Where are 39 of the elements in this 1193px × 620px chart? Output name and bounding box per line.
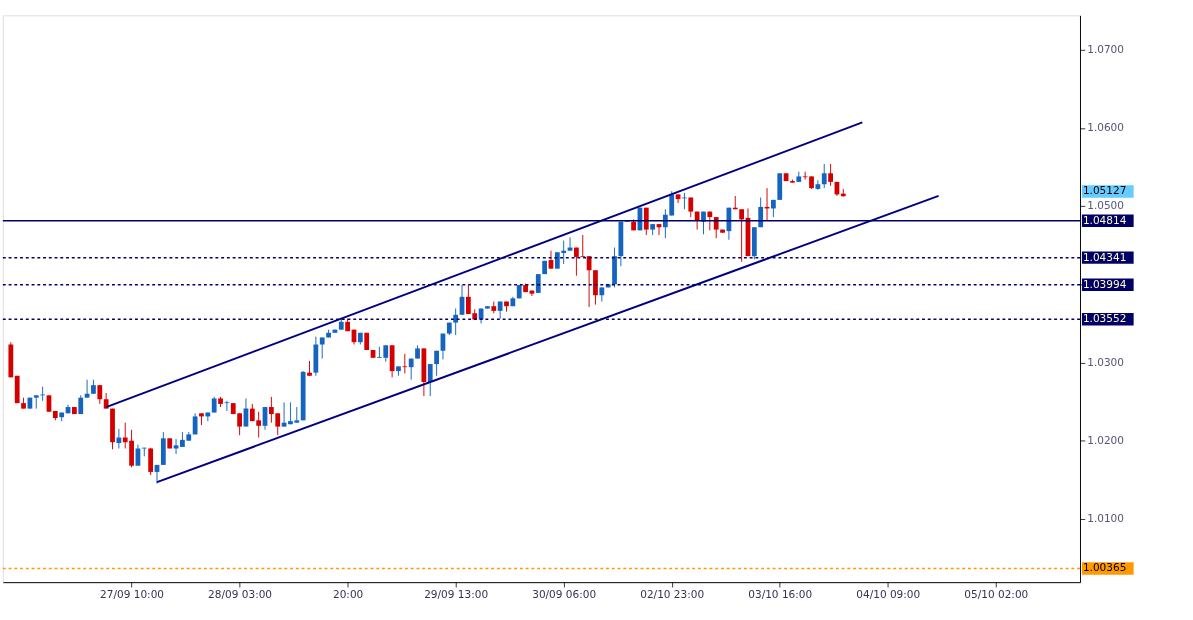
x-tick-label: 02/10 23:00 bbox=[640, 587, 705, 600]
y-tick-label: 1.0200 bbox=[1087, 434, 1124, 447]
candlestick bbox=[224, 400, 230, 412]
y-tick-label: 1.0300 bbox=[1087, 355, 1124, 368]
ref-line-label: 1.00365 bbox=[1082, 561, 1127, 574]
candlestick bbox=[427, 363, 433, 397]
candlestick bbox=[643, 207, 649, 236]
y-tick-label: 1.0700 bbox=[1087, 43, 1124, 56]
candlestick bbox=[97, 384, 103, 405]
candlestick bbox=[739, 208, 745, 263]
ref-line-label: 1.04341 bbox=[1082, 250, 1127, 263]
x-tick-label: 04/10 09:00 bbox=[856, 587, 921, 600]
candlestick bbox=[497, 301, 503, 320]
x-tick-label: 20:00 bbox=[332, 587, 364, 600]
candlestick bbox=[758, 197, 764, 228]
ref-line-label: 1.03994 bbox=[1082, 277, 1127, 290]
candlestick bbox=[148, 447, 154, 476]
candlestick bbox=[116, 428, 122, 449]
x-tick-label: 27/09 10:00 bbox=[100, 587, 165, 600]
x-tick-label: 05/10 02:00 bbox=[964, 587, 1029, 600]
x-tick-label: 30/09 06:00 bbox=[532, 587, 597, 600]
y-tick-label: 1.0600 bbox=[1087, 121, 1124, 134]
candlestick bbox=[402, 353, 408, 374]
x-tick-label: 28/09 03:00 bbox=[208, 587, 273, 600]
candlestick bbox=[828, 163, 833, 187]
text: 1.05127 bbox=[1082, 184, 1127, 197]
ref-line-label: 1.03552 bbox=[1082, 312, 1127, 325]
candlestick bbox=[453, 308, 459, 336]
candlestick bbox=[434, 350, 439, 377]
candlestick bbox=[815, 179, 821, 191]
y-tick-label: 1.0100 bbox=[1087, 512, 1124, 525]
x-tick-label: 29/09 13:00 bbox=[424, 587, 489, 600]
candlestick bbox=[319, 336, 325, 360]
y-tick-label: 1.0500 bbox=[1087, 199, 1124, 212]
x-tick-label: 03/10 16:00 bbox=[748, 587, 813, 600]
candlestick bbox=[675, 193, 681, 204]
candlestick bbox=[713, 216, 719, 239]
ref-line-label: 1.04814 bbox=[1082, 213, 1127, 226]
candlestick bbox=[821, 163, 827, 189]
